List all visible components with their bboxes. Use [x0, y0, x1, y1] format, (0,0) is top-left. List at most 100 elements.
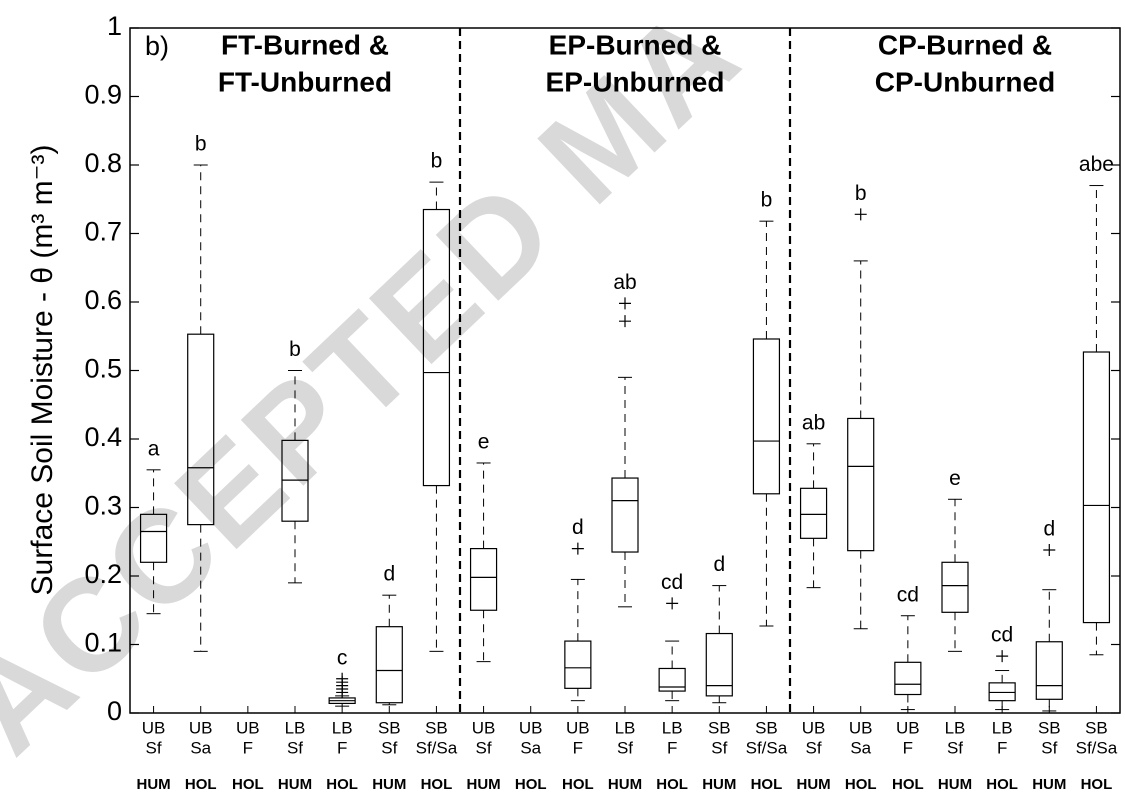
land-type-label: HUM — [796, 776, 830, 793]
x-tick-label: SB — [708, 718, 731, 737]
x-tick-label: Sa — [520, 738, 541, 757]
x-tick-label: Sf — [476, 738, 492, 757]
x-tick-label: Sa — [190, 738, 211, 757]
significance-letter: ab — [613, 271, 636, 294]
box — [422, 208, 451, 487]
x-tick-label: LB — [332, 718, 353, 737]
box — [375, 626, 403, 704]
land-type-label: HUM — [278, 776, 312, 793]
x-tick-label: Sf — [806, 738, 822, 757]
land-type-label: HOL — [515, 776, 547, 793]
x-tick-label: LB — [662, 718, 683, 737]
y-tick-label: 0.9 — [84, 80, 122, 110]
x-tick-label: UB — [189, 718, 213, 737]
x-tick-label: F — [337, 738, 347, 757]
outlier — [666, 597, 679, 610]
land-type-label: HOL — [751, 776, 783, 793]
x-tick-label: UB — [236, 718, 260, 737]
significance-letter: d — [1043, 518, 1055, 541]
significance-letter: cd — [991, 624, 1013, 647]
land-type-label: HOL — [562, 776, 594, 793]
x-tick-label: Sf — [1041, 738, 1057, 757]
significance-letter: c — [337, 646, 348, 669]
land-type-label: HOL — [986, 776, 1018, 793]
x-tick-label: SB — [1085, 718, 1108, 737]
y-tick-label: 1 — [107, 11, 122, 41]
y-tick-label: 0.3 — [84, 491, 122, 521]
x-tick-label: SB — [1038, 718, 1061, 737]
box — [1082, 351, 1111, 624]
x-tick-label: Sa — [850, 738, 871, 757]
land-type-label: HOL — [421, 776, 453, 793]
group-title: CP-Unburned — [875, 66, 1055, 97]
outlier — [571, 542, 584, 555]
x-tick-label: SB — [378, 718, 401, 737]
box — [139, 513, 168, 563]
land-type-label: HOL — [656, 776, 688, 793]
significance-letter: d — [383, 563, 395, 586]
box — [611, 477, 639, 553]
x-tick-label: F — [243, 738, 253, 757]
significance-letter: e — [949, 467, 961, 490]
significance-letter: ab — [802, 411, 825, 434]
y-axis-label: Surface Soil Moisture - θ (m³ m⁻³) — [26, 145, 59, 596]
x-tick-label: UB — [566, 718, 590, 737]
land-type-label: HUM — [466, 776, 500, 793]
x-tick-label: Sf — [381, 738, 397, 757]
group-title: FT-Unburned — [218, 66, 392, 97]
outlier — [1043, 543, 1056, 556]
y-tick-label: 0.1 — [84, 628, 122, 658]
watermark: ACCEPTED MA — [0, 0, 767, 781]
y-tick-label: 0.5 — [84, 354, 122, 384]
box — [799, 487, 828, 539]
x-tick-label: Sf — [617, 738, 633, 757]
significance-letter: b — [289, 338, 301, 361]
x-tick-label: SB — [755, 718, 778, 737]
y-tick-label: 0.4 — [84, 422, 122, 452]
x-tick-label: F — [573, 738, 583, 757]
significance-letter: d — [572, 516, 584, 539]
x-tick-label: LB — [285, 718, 306, 737]
group-title: EP-Unburned — [546, 66, 725, 97]
significance-letter: d — [713, 553, 725, 576]
significance-letter: b — [761, 189, 773, 212]
x-tick-label: UB — [896, 718, 920, 737]
box — [847, 417, 875, 552]
x-tick-label: UB — [472, 718, 496, 737]
land-type-label: HOL — [232, 776, 264, 793]
outlier — [619, 297, 631, 310]
y-tick-label: 0.6 — [84, 285, 122, 315]
significance-letter: cd — [661, 571, 683, 594]
box — [1035, 641, 1063, 700]
group-title: EP-Burned & — [549, 29, 722, 60]
box — [941, 561, 969, 613]
x-tick-label: UB — [849, 718, 873, 737]
x-tick-label: Sf/Sa — [416, 738, 458, 757]
land-type-label: HUM — [136, 776, 170, 793]
box — [281, 439, 309, 522]
land-type-label: HUM — [372, 776, 406, 793]
land-type-label: HUM — [938, 776, 972, 793]
significance-letter: b — [431, 150, 443, 173]
x-tick-label: F — [997, 738, 1007, 757]
group-title: FT-Burned & — [221, 29, 389, 60]
significance-letter: a — [148, 437, 160, 460]
x-tick-label: Sf/Sa — [1076, 738, 1118, 757]
x-tick-label: Sf — [287, 738, 303, 757]
box — [752, 338, 781, 495]
panel-label: b) — [145, 31, 169, 61]
x-tick-label: F — [903, 738, 913, 757]
y-tick-label: 0.7 — [84, 217, 122, 247]
box — [894, 661, 922, 696]
significance-letter: e — [478, 431, 490, 454]
group-title: CP-Burned & — [878, 29, 1052, 60]
x-tick-label: UB — [142, 718, 166, 737]
x-tick-label: Sf — [146, 738, 162, 757]
x-tick-label: F — [667, 738, 677, 757]
land-type-label: HUM — [702, 776, 736, 793]
significance-letter: b — [195, 133, 207, 156]
outlier — [854, 208, 867, 221]
significance-letter: cd — [897, 583, 919, 606]
land-type-label: HOL — [326, 776, 358, 793]
box — [988, 682, 1016, 702]
